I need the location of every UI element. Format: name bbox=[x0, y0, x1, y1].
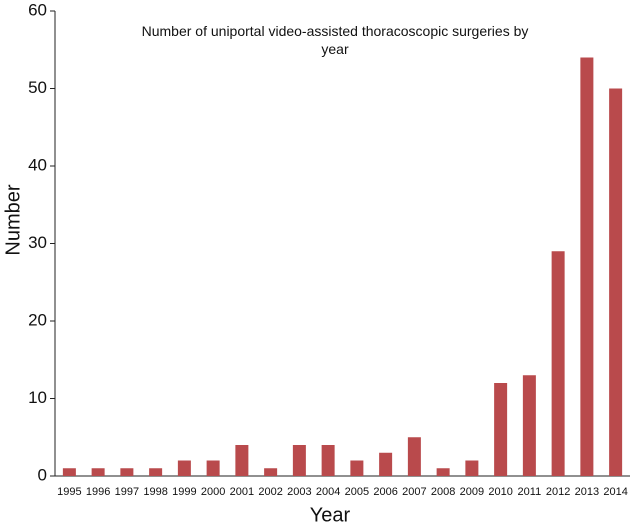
x-tick-label: 1996 bbox=[86, 486, 110, 498]
x-tick-label: 2001 bbox=[230, 486, 254, 498]
bar bbox=[436, 468, 450, 476]
bar bbox=[407, 437, 421, 476]
x-tick-label: 2013 bbox=[575, 486, 599, 498]
x-tick-label: 2011 bbox=[518, 486, 542, 498]
x-tick-label: 2007 bbox=[402, 486, 426, 498]
bar bbox=[91, 468, 105, 476]
x-axis-label: Year bbox=[310, 504, 351, 526]
x-tick-label: 2012 bbox=[546, 486, 570, 498]
x-tick-label: 2014 bbox=[603, 486, 627, 498]
x-tick-label: 2005 bbox=[345, 486, 369, 498]
bar bbox=[321, 445, 335, 476]
y-tick-label: 60 bbox=[28, 0, 47, 19]
x-tick-label: 2006 bbox=[373, 486, 397, 498]
x-tick-label: 2000 bbox=[201, 486, 225, 498]
y-axis-label: Number bbox=[2, 184, 24, 255]
y-tick-label: 40 bbox=[28, 155, 47, 174]
bar bbox=[235, 445, 249, 476]
y-tick-label: 20 bbox=[28, 310, 47, 329]
x-tick-label: 1999 bbox=[172, 486, 196, 498]
y-tick-label: 50 bbox=[28, 78, 47, 97]
x-tick-label: 2004 bbox=[316, 486, 340, 498]
bar bbox=[206, 460, 220, 476]
bar bbox=[465, 460, 479, 476]
x-tick-label: 2002 bbox=[258, 486, 282, 498]
x-tick-label: 2003 bbox=[287, 486, 311, 498]
y-tick-label: 0 bbox=[38, 465, 47, 484]
bar bbox=[120, 468, 134, 476]
x-tick-label: 2009 bbox=[460, 486, 484, 498]
bar bbox=[264, 468, 278, 476]
bar bbox=[522, 375, 536, 476]
x-tick-label: 1998 bbox=[143, 486, 167, 498]
bar bbox=[350, 460, 364, 476]
chart-title: Number of uniportal video-assisted thora… bbox=[141, 23, 529, 57]
x-tick-label: 2008 bbox=[431, 486, 455, 498]
bar bbox=[177, 460, 191, 476]
y-tick-label: 30 bbox=[28, 233, 47, 252]
bar bbox=[551, 251, 565, 476]
bar bbox=[494, 383, 508, 476]
y-tick-label: 10 bbox=[28, 388, 47, 407]
bar bbox=[609, 88, 623, 476]
x-tick-label: 1995 bbox=[57, 486, 81, 498]
bar bbox=[62, 468, 76, 476]
bar bbox=[379, 452, 393, 476]
x-tick-label: 1997 bbox=[115, 486, 139, 498]
x-tick-label: 2010 bbox=[488, 486, 512, 498]
bar bbox=[580, 57, 594, 476]
bar bbox=[292, 445, 306, 476]
bar bbox=[149, 468, 163, 476]
